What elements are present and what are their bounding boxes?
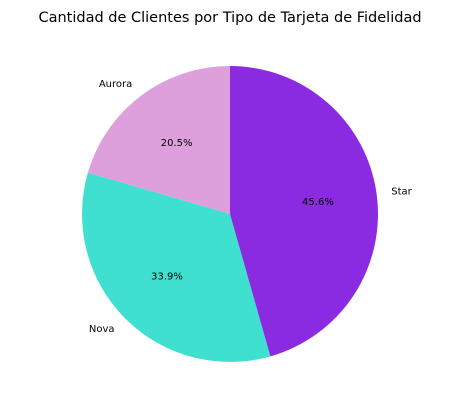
slice-percent-nova: 33.9% <box>151 272 183 283</box>
pie-labels: Aurora 20.5% Nova 33.9% Star 45.6% <box>89 79 413 335</box>
slice-label-nova: Nova <box>89 324 115 335</box>
pie-slices <box>81 66 379 362</box>
pie-slice-nova <box>81 172 271 362</box>
slice-label-star: Star <box>391 187 412 198</box>
slice-percent-aurora: 20.5% <box>161 138 193 149</box>
pie-slice-aurora <box>87 66 231 214</box>
slice-label-aurora: Aurora <box>99 79 132 90</box>
chart-title: Cantidad de Clientes por Tipo de Tarjeta… <box>38 10 421 26</box>
slice-percent-star: 45.6% <box>302 197 334 208</box>
pie-slice-star <box>230 66 379 357</box>
